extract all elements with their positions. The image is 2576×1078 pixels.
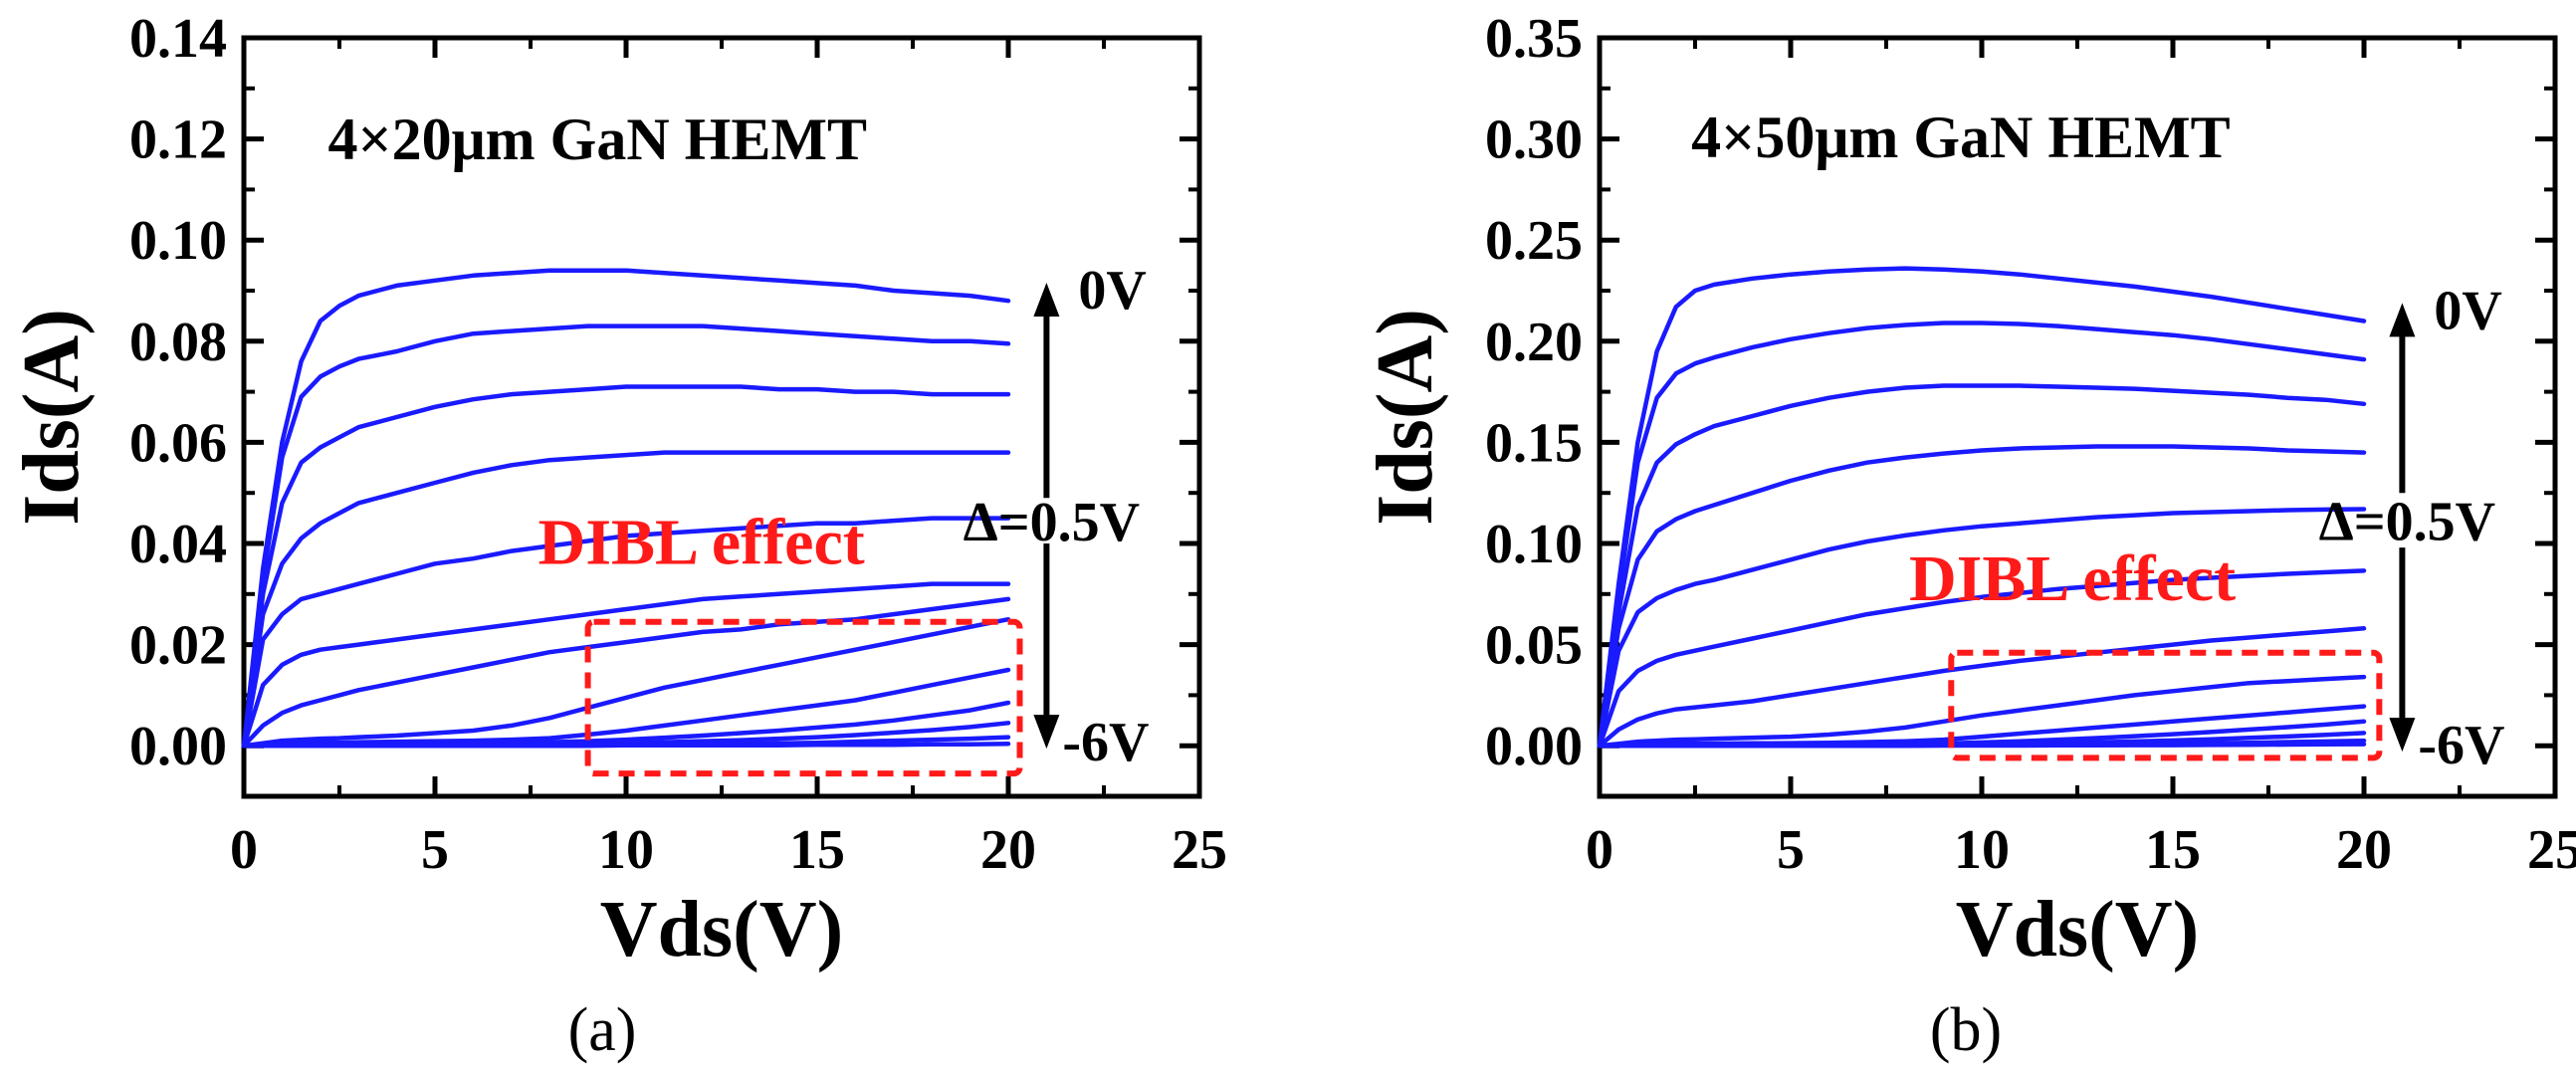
y-axis-title: Ids(A)	[8, 309, 96, 526]
y-tick-label: 0.05	[1485, 615, 1583, 677]
arrow-step-label: Δ=0.5V	[2319, 492, 2495, 553]
series-line-3	[241, 450, 1011, 749]
x-tick-label: 5	[1777, 819, 1805, 881]
dibl-label: DIBL effect	[538, 506, 865, 578]
panel-title: 4×20μm GaN HEMT	[327, 107, 867, 172]
dibl-box	[584, 618, 1023, 777]
y-tick-label: 0.30	[1485, 109, 1583, 171]
x-tick-label: 15	[789, 819, 845, 881]
x-axis-title: Vds(V)	[1956, 886, 2199, 973]
series-line-4	[241, 516, 1011, 749]
series-line-7	[1597, 674, 2367, 749]
x-axis-title: Vds(V)	[600, 886, 843, 973]
x-tick-label: 25	[2527, 819, 2576, 881]
arrow-down-head	[1033, 715, 1060, 750]
y-tick-label: 0.04	[129, 514, 227, 575]
series-line-0	[241, 268, 1011, 749]
series-line-2	[1597, 383, 2367, 749]
series-line-12	[241, 741, 1011, 749]
series-line-2	[241, 384, 1011, 749]
y-tick-label: 0.10	[1485, 514, 1583, 575]
x-tick-label: 5	[421, 819, 449, 881]
series-line-1	[1597, 321, 2367, 749]
panel-caption: (a)	[568, 996, 637, 1064]
x-tick-label: 10	[598, 819, 654, 881]
arrow-up-head	[1033, 283, 1060, 317]
arrow-top-label: 0V	[1078, 260, 1146, 322]
y-tick-label: 0.35	[1485, 8, 1583, 70]
x-tick-label: 25	[1172, 819, 1227, 881]
y-tick-label: 0.08	[129, 312, 227, 373]
series-line-6	[241, 596, 1011, 749]
y-tick-label: 0.00	[1485, 716, 1583, 777]
x-tick-label: 20	[980, 819, 1036, 881]
series-line-3	[1597, 444, 2367, 749]
x-tick-label: 10	[1954, 819, 2010, 881]
series-line-7	[241, 616, 1011, 749]
x-tick-label: 0	[230, 819, 258, 881]
y-tick-label: 0.14	[129, 8, 227, 70]
y-tick-label: 0.25	[1485, 210, 1583, 272]
y-tick-label: 0.15	[1485, 412, 1583, 474]
series-line-0	[1597, 266, 2367, 749]
panel-b-chart: 0 5 10 15 20 25 0.00 0.05 0.10 0.15 0.20 0.25 0.30 0.…	[1362, 8, 2576, 1064]
series-line-5	[241, 581, 1011, 749]
panel-a-chart: 0 5 10 15 20 25 0.00 0.02 0.04 0.06 0.08 0.10 0.12 0.…	[8, 8, 1227, 1064]
dibl-box	[1948, 649, 2383, 761]
series-line-4	[1597, 507, 2367, 749]
series-line-12	[1597, 742, 2367, 749]
series-line-5	[1597, 568, 2367, 749]
panel-title: 4×50μm GaN HEMT	[1691, 105, 2231, 170]
arrow-top-label: 0V	[2434, 280, 2501, 341]
y-tick-label: 0.20	[1485, 312, 1583, 373]
series-line-1	[241, 323, 1011, 749]
arrow-step-label: Δ=0.5V	[964, 492, 1140, 553]
y-axis-title: Ids(A)	[1362, 309, 1449, 526]
dibl-label: DIBL effect	[1909, 542, 2236, 615]
y-tick-label: 0.06	[129, 412, 227, 474]
arrow-down-head	[2389, 718, 2416, 753]
arrow-bottom-label: -6V	[2418, 715, 2504, 776]
y-tick-label: 0.12	[129, 109, 227, 171]
y-tick-label: 0.10	[129, 210, 227, 272]
arrow-bottom-label: -6V	[1062, 712, 1149, 773]
x-tick-label: 0	[1586, 819, 1613, 881]
y-tick-label: 0.02	[129, 615, 227, 677]
panel-caption: (b)	[1930, 996, 2002, 1064]
arrow-up-head	[2389, 303, 2416, 337]
x-tick-label: 20	[2336, 819, 2392, 881]
series-line-6	[1597, 626, 2367, 749]
y-tick-label: 0.00	[129, 716, 227, 777]
x-tick-label: 15	[2145, 819, 2201, 881]
